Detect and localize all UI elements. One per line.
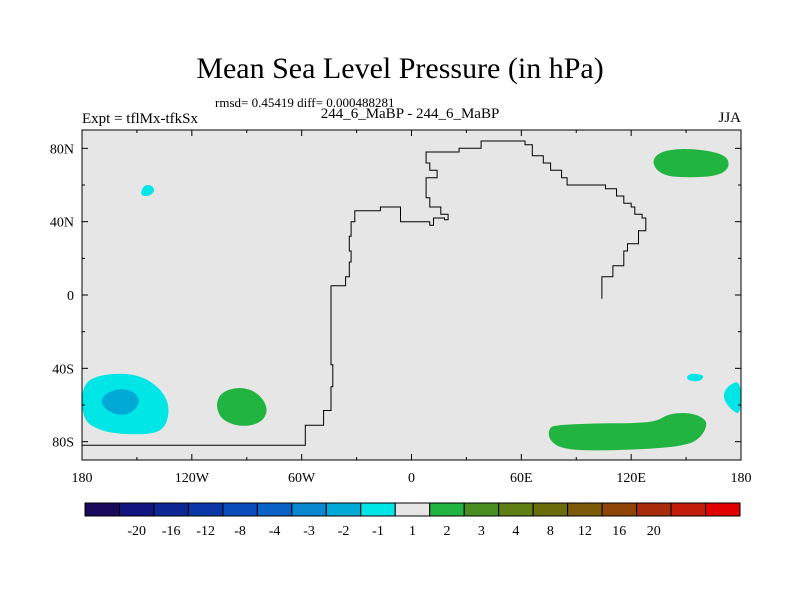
anomaly-south-pacific-green: [217, 388, 267, 426]
y-tick-label: 80S: [52, 436, 74, 451]
colorbar-label: 16: [612, 524, 626, 539]
anomaly-tasman-cyan: [687, 373, 704, 382]
colorbar-swatch: [429, 502, 465, 517]
y-tick-label: 40N: [50, 216, 74, 231]
colorbar-swatch: [463, 502, 500, 517]
colorbar-swatch: [601, 502, 638, 517]
colorbar-label: -4: [269, 524, 281, 539]
anomaly-arctic-green: [653, 148, 729, 178]
y-tick-label: 0: [67, 289, 74, 304]
y-tick-label: 40S: [52, 362, 74, 377]
colorbar-swatch: [256, 502, 293, 517]
colorbar-swatch: [394, 502, 431, 517]
colorbar: -20 -16 -12 -8 -4 -3 -2 -1 1 2 3 4 8 12 16 20: [84, 502, 741, 539]
season-label: JJA: [718, 110, 741, 126]
colorbar-label: -3: [303, 524, 315, 539]
experiment-label: Expt = tflMx-tfkSx: [82, 111, 198, 127]
colorbar-swatch: [325, 502, 362, 517]
colorbar-swatch: [222, 502, 258, 517]
colorbar-swatch: [153, 502, 189, 517]
x-tick-label: 180: [731, 471, 752, 486]
colorbar-swatch: [498, 502, 534, 517]
colorbar-label: -2: [338, 524, 350, 539]
colorbar-swatch: [705, 502, 741, 517]
anomaly-southern-ocean-green: [548, 412, 707, 451]
colorbar-swatch: [567, 502, 603, 517]
colorbar-swatch: [118, 502, 155, 517]
x-tick-label: 120W: [175, 471, 210, 486]
x-tick-label: 120E: [616, 471, 646, 486]
anomaly-north-pacific-cyan: [141, 185, 155, 196]
colorbar-label: 20: [647, 524, 661, 539]
colorbar-label: -8: [234, 524, 246, 539]
y-axis-ticks: 80N 40N 0 40S 80S: [50, 142, 741, 451]
map-background: [82, 130, 741, 460]
colorbar-swatch: [532, 502, 569, 517]
coastline-0: [82, 140, 647, 446]
colorbar-swatch: [291, 502, 327, 517]
anomaly-contours: [82, 148, 741, 451]
colorbar-swatch: [360, 502, 396, 517]
colorbar-label: -1: [372, 524, 384, 539]
y-tick-label: 80N: [50, 142, 74, 157]
colorbar-swatch: [670, 502, 707, 517]
colorbar-label: 8: [547, 524, 554, 539]
anomaly-south-pacific-blue: [101, 389, 139, 415]
colorbar-label: -16: [162, 524, 181, 539]
colorbar-swatch: [84, 502, 120, 517]
x-axis-ticks: 180 120W 60W 0 60E 120E 180: [72, 130, 752, 486]
colorbar-label: -20: [127, 524, 146, 539]
colorbar-swatch: [636, 502, 672, 517]
x-tick-label: 60E: [510, 471, 533, 486]
colorbar-label: 1: [409, 524, 416, 539]
rmsd-diff-stats: rmsd= 0.45419 diff= 0.000488281: [215, 95, 395, 110]
colorbar-label: 4: [512, 524, 519, 539]
colorbar-label: 3: [478, 524, 485, 539]
colorbar-label: 12: [578, 524, 592, 539]
case-label: 244_6_MaBP - 244_6_MaBP: [320, 106, 500, 122]
x-tick-label: 0: [408, 471, 415, 486]
anomaly-south-pacific-east-cyan: [723, 382, 741, 413]
colorbar-swatch: [187, 502, 224, 517]
colorbar-label: -12: [196, 524, 215, 539]
map-title: Mean Sea Level Pressure (in hPa): [196, 52, 604, 85]
x-tick-label: 60W: [288, 471, 316, 486]
x-tick-label: 180: [72, 471, 93, 486]
colorbar-label: 2: [444, 524, 451, 539]
continent-outlines: [82, 140, 647, 446]
